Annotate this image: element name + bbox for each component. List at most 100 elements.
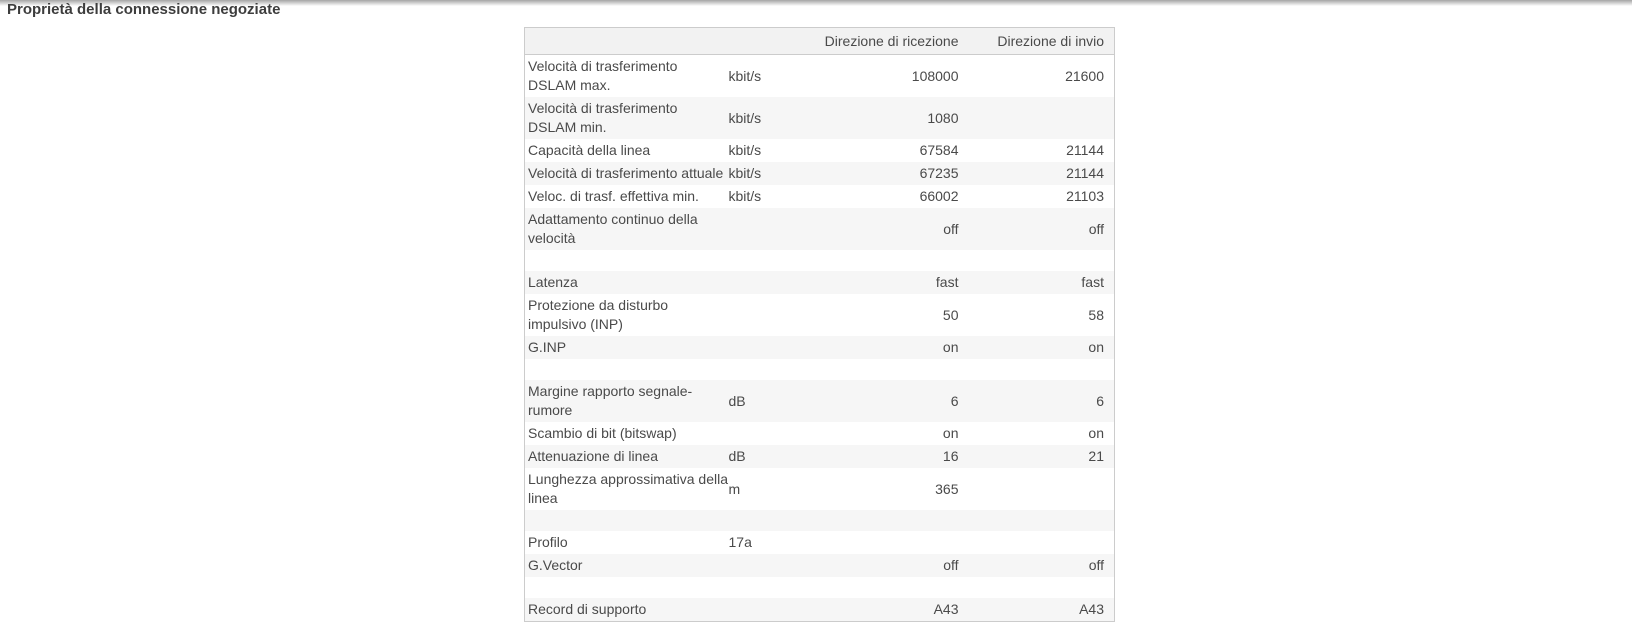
table-row: G.INP on on xyxy=(524,336,1115,359)
row-label: Velocità di trasferimento attuale xyxy=(528,165,724,181)
row-receive-value: 1080 xyxy=(927,109,959,126)
row-receive-value: 67584 xyxy=(919,142,959,158)
row-unit: m xyxy=(728,480,741,497)
row-label: Veloc. di trasf. effettiva min. xyxy=(528,188,699,204)
row-label: Adattamento continuo della velocità xyxy=(528,211,698,246)
spacer-cell xyxy=(525,510,1115,531)
row-receive-value: 50 xyxy=(942,306,959,323)
row-send-value xyxy=(959,468,1115,510)
table-row: Velocità di trasferimento attuale kbit/s 6… xyxy=(524,162,1115,185)
table-header: Direzione di ricezione Direzione di invi… xyxy=(524,27,1115,55)
row-send-value: A43 xyxy=(1079,601,1104,617)
row-label: Margine rapporto segnale-rumore xyxy=(528,383,693,418)
row-send-value xyxy=(959,97,1115,139)
table-row: Veloc. di trasf. effettiva min. kbit/s 660… xyxy=(525,185,1115,208)
row-label: Velocità di trasferimento DSLAM min. xyxy=(528,100,678,135)
row-send-value: 21600 xyxy=(1065,67,1104,84)
spacer-cell xyxy=(525,250,1115,271)
row-unit: dB xyxy=(728,448,746,464)
column-header-unit xyxy=(728,27,811,55)
row-send-value: 21 xyxy=(1088,448,1104,464)
table-row: Margine rapporto segnale-rumore dB 6 6 xyxy=(524,380,1115,422)
row-label: Latenza xyxy=(528,274,578,290)
table-row: Attenuazione di linea dB 16 21 xyxy=(524,445,1115,468)
header-row: Direzione di ricezione Direzione di invi… xyxy=(524,27,1115,55)
row-unit: kbit/s xyxy=(728,67,762,84)
row-unit xyxy=(729,336,811,359)
table-row: Scambio di bit (bitswap) on on xyxy=(525,422,1115,445)
row-send-value: 21103 xyxy=(1066,188,1104,204)
spacer-row xyxy=(525,577,1115,598)
row-label: Capacità della linea xyxy=(528,142,651,158)
row-send-value: on xyxy=(1088,425,1104,441)
row-unit xyxy=(729,598,811,622)
row-unit: 17a xyxy=(728,534,752,550)
row-unit xyxy=(729,271,811,294)
row-label: Record di supporto xyxy=(528,601,647,617)
row-send-value: 21144 xyxy=(1066,165,1104,181)
row-unit: kbit/s xyxy=(728,109,762,126)
row-send-value: on xyxy=(1088,339,1104,355)
spacer-cell xyxy=(525,359,1115,380)
row-label: G.Vector xyxy=(528,557,583,573)
row-unit xyxy=(729,554,811,577)
column-header-send: Direzione di invio xyxy=(958,27,1115,55)
connection-table-body: Velocità di trasferimento DSLAM max. kbit… xyxy=(524,55,1115,622)
row-receive-value: on xyxy=(942,339,959,355)
row-send-value: 6 xyxy=(1096,392,1104,409)
row-send-value xyxy=(959,531,1115,554)
row-send-value: 21144 xyxy=(1066,142,1104,158)
row-receive-value: 66002 xyxy=(919,188,959,204)
table-row: Record di supporto A43 A43 xyxy=(524,598,1115,622)
row-label: Attenuazione di linea xyxy=(528,448,658,464)
row-send-value: off xyxy=(1088,220,1104,237)
table-row: Adattamento continuo della velocità off of… xyxy=(524,208,1115,250)
connection-properties-table: Direzione di ricezione Direzione di invi… xyxy=(524,27,1115,622)
row-receive-value: 67235 xyxy=(919,165,959,181)
row-label: G.INP xyxy=(528,339,567,355)
row-unit: kbit/s xyxy=(728,142,762,158)
row-receive-value: fast xyxy=(935,274,959,290)
connection-properties-table-container: Direzione di ricezione Direzione di invi… xyxy=(524,27,1115,622)
top-shadow-divider xyxy=(0,0,1632,6)
row-unit: kbit/s xyxy=(728,165,762,181)
table-row: Velocità di trasferimento DSLAM min. kbit… xyxy=(524,97,1115,139)
row-label: Lunghezza approssimativa della linea xyxy=(528,471,729,506)
row-label: Velocità di trasferimento DSLAM max. xyxy=(528,58,678,93)
table-row: Capacità della linea kbit/s 67584 21144 xyxy=(525,139,1115,162)
row-receive-value: 16 xyxy=(942,448,959,464)
row-receive-value: A43 xyxy=(933,601,959,617)
table-row: Velocità di trasferimento DSLAM max. kbit… xyxy=(525,55,1115,98)
table-row: Profilo 17a xyxy=(525,531,1115,554)
table-row: Lunghezza approssimativa della linea m 365 xyxy=(525,468,1115,510)
column-header-property xyxy=(524,27,729,55)
row-unit xyxy=(729,208,811,250)
row-send-value: fast xyxy=(1081,274,1104,290)
row-receive-value: 365 xyxy=(935,480,959,497)
row-label: Protezione da disturbo impulsivo (INP) xyxy=(528,297,669,332)
row-label: Scambio di bit (bitswap) xyxy=(528,425,677,441)
row-unit xyxy=(729,294,811,336)
row-receive-value: 6 xyxy=(950,392,959,409)
row-label: Profilo xyxy=(528,534,568,550)
table-row: Latenza fast fast xyxy=(524,271,1115,294)
spacer-cell xyxy=(525,577,1115,598)
page-title: Proprietà della connessione negoziate xyxy=(7,1,281,18)
row-receive-value: on xyxy=(942,425,959,441)
spacer-row xyxy=(524,510,1115,531)
column-header-receive: Direzione di ricezione xyxy=(810,27,959,55)
spacer-row xyxy=(525,250,1115,271)
row-unit: dB xyxy=(728,392,746,409)
row-receive-value: 108000 xyxy=(911,67,959,84)
row-send-value: 58 xyxy=(1088,306,1104,323)
row-receive-value: off xyxy=(943,220,959,237)
row-unit: kbit/s xyxy=(728,188,762,204)
row-unit xyxy=(729,422,811,445)
row-receive-value xyxy=(811,531,959,554)
table-row: G.Vector off off xyxy=(524,554,1115,577)
table-row: Protezione da disturbo impulsivo (INP) 50… xyxy=(525,294,1115,336)
spacer-row xyxy=(525,359,1115,380)
row-send-value: off xyxy=(1088,557,1104,573)
row-receive-value: off xyxy=(943,557,959,573)
